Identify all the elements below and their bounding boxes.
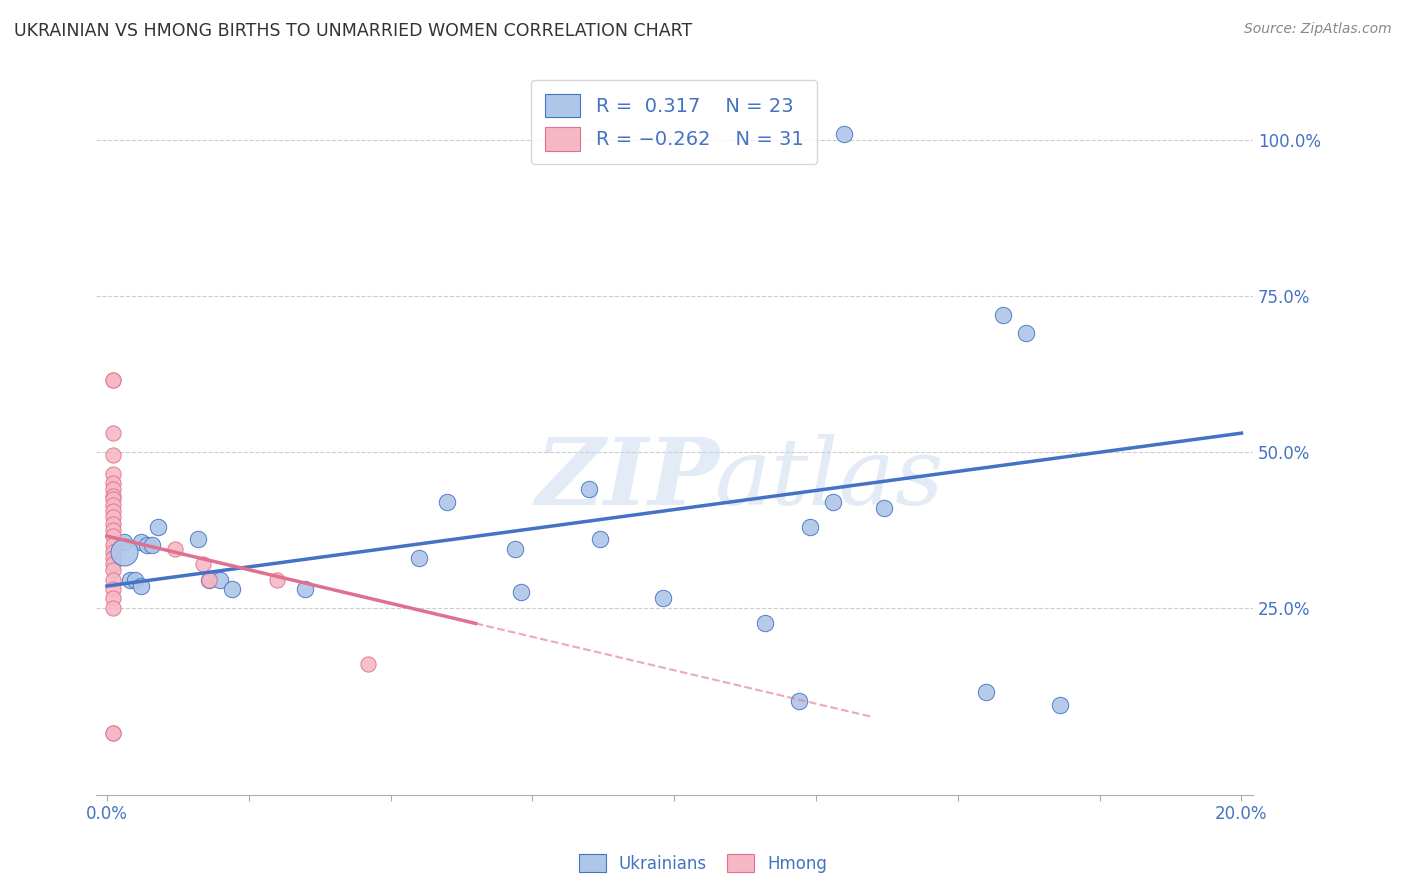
Point — [141, 538, 163, 552]
Point — [101, 373, 124, 387]
Point — [873, 501, 896, 516]
Text: atlas: atlas — [714, 434, 945, 524]
Point — [294, 582, 316, 596]
Point — [146, 520, 169, 534]
Point — [510, 585, 533, 599]
Point — [101, 538, 124, 552]
Point — [118, 573, 141, 587]
Point — [193, 557, 215, 571]
Point — [787, 694, 810, 708]
Point — [221, 582, 243, 596]
Point — [754, 616, 776, 631]
Point — [578, 483, 600, 497]
Point — [198, 573, 221, 587]
Point — [101, 529, 124, 543]
Point — [101, 467, 124, 481]
Point — [589, 533, 612, 547]
Point — [101, 498, 124, 512]
Point — [357, 657, 380, 671]
Point — [101, 523, 124, 537]
Point — [651, 591, 673, 606]
Point — [821, 495, 844, 509]
Point — [408, 550, 430, 565]
Point — [101, 504, 124, 518]
Point — [209, 573, 232, 587]
Point — [101, 448, 124, 462]
Point — [101, 544, 124, 558]
Point — [101, 725, 124, 739]
Point — [124, 573, 146, 587]
Point — [799, 520, 821, 534]
Point — [834, 127, 856, 141]
Text: Source: ZipAtlas.com: Source: ZipAtlas.com — [1244, 22, 1392, 37]
Point — [101, 557, 124, 571]
Point — [993, 308, 1015, 322]
Text: UKRAINIAN VS HMONG BIRTHS TO UNMARRIED WOMEN CORRELATION CHART: UKRAINIAN VS HMONG BIRTHS TO UNMARRIED W… — [14, 22, 692, 40]
Legend: R =  0.317    N = 23, R = −0.262    N = 31: R = 0.317 N = 23, R = −0.262 N = 31 — [531, 80, 817, 164]
Point — [101, 483, 124, 497]
Point — [1049, 698, 1071, 712]
Text: ZIP: ZIP — [536, 434, 720, 524]
Point — [101, 491, 124, 506]
Point — [101, 591, 124, 606]
Point — [198, 573, 221, 587]
Point — [101, 573, 124, 587]
Point — [101, 516, 124, 531]
Point — [129, 579, 152, 593]
Point — [101, 373, 124, 387]
Point — [974, 685, 997, 699]
Point — [266, 573, 288, 587]
Point — [505, 541, 527, 556]
Legend: Ukrainians, Hmong: Ukrainians, Hmong — [572, 847, 834, 880]
Point — [101, 600, 124, 615]
Point — [101, 426, 124, 441]
Point — [101, 476, 124, 491]
Point — [101, 725, 124, 739]
Point — [101, 550, 124, 565]
Point — [135, 538, 157, 552]
Point — [112, 535, 135, 549]
Point — [129, 535, 152, 549]
Point — [112, 544, 135, 558]
Point — [163, 541, 186, 556]
Point — [101, 563, 124, 577]
Point — [101, 510, 124, 524]
Point — [101, 582, 124, 596]
Point — [187, 533, 209, 547]
Point — [436, 495, 458, 509]
Point — [101, 489, 124, 503]
Point — [1015, 326, 1038, 341]
